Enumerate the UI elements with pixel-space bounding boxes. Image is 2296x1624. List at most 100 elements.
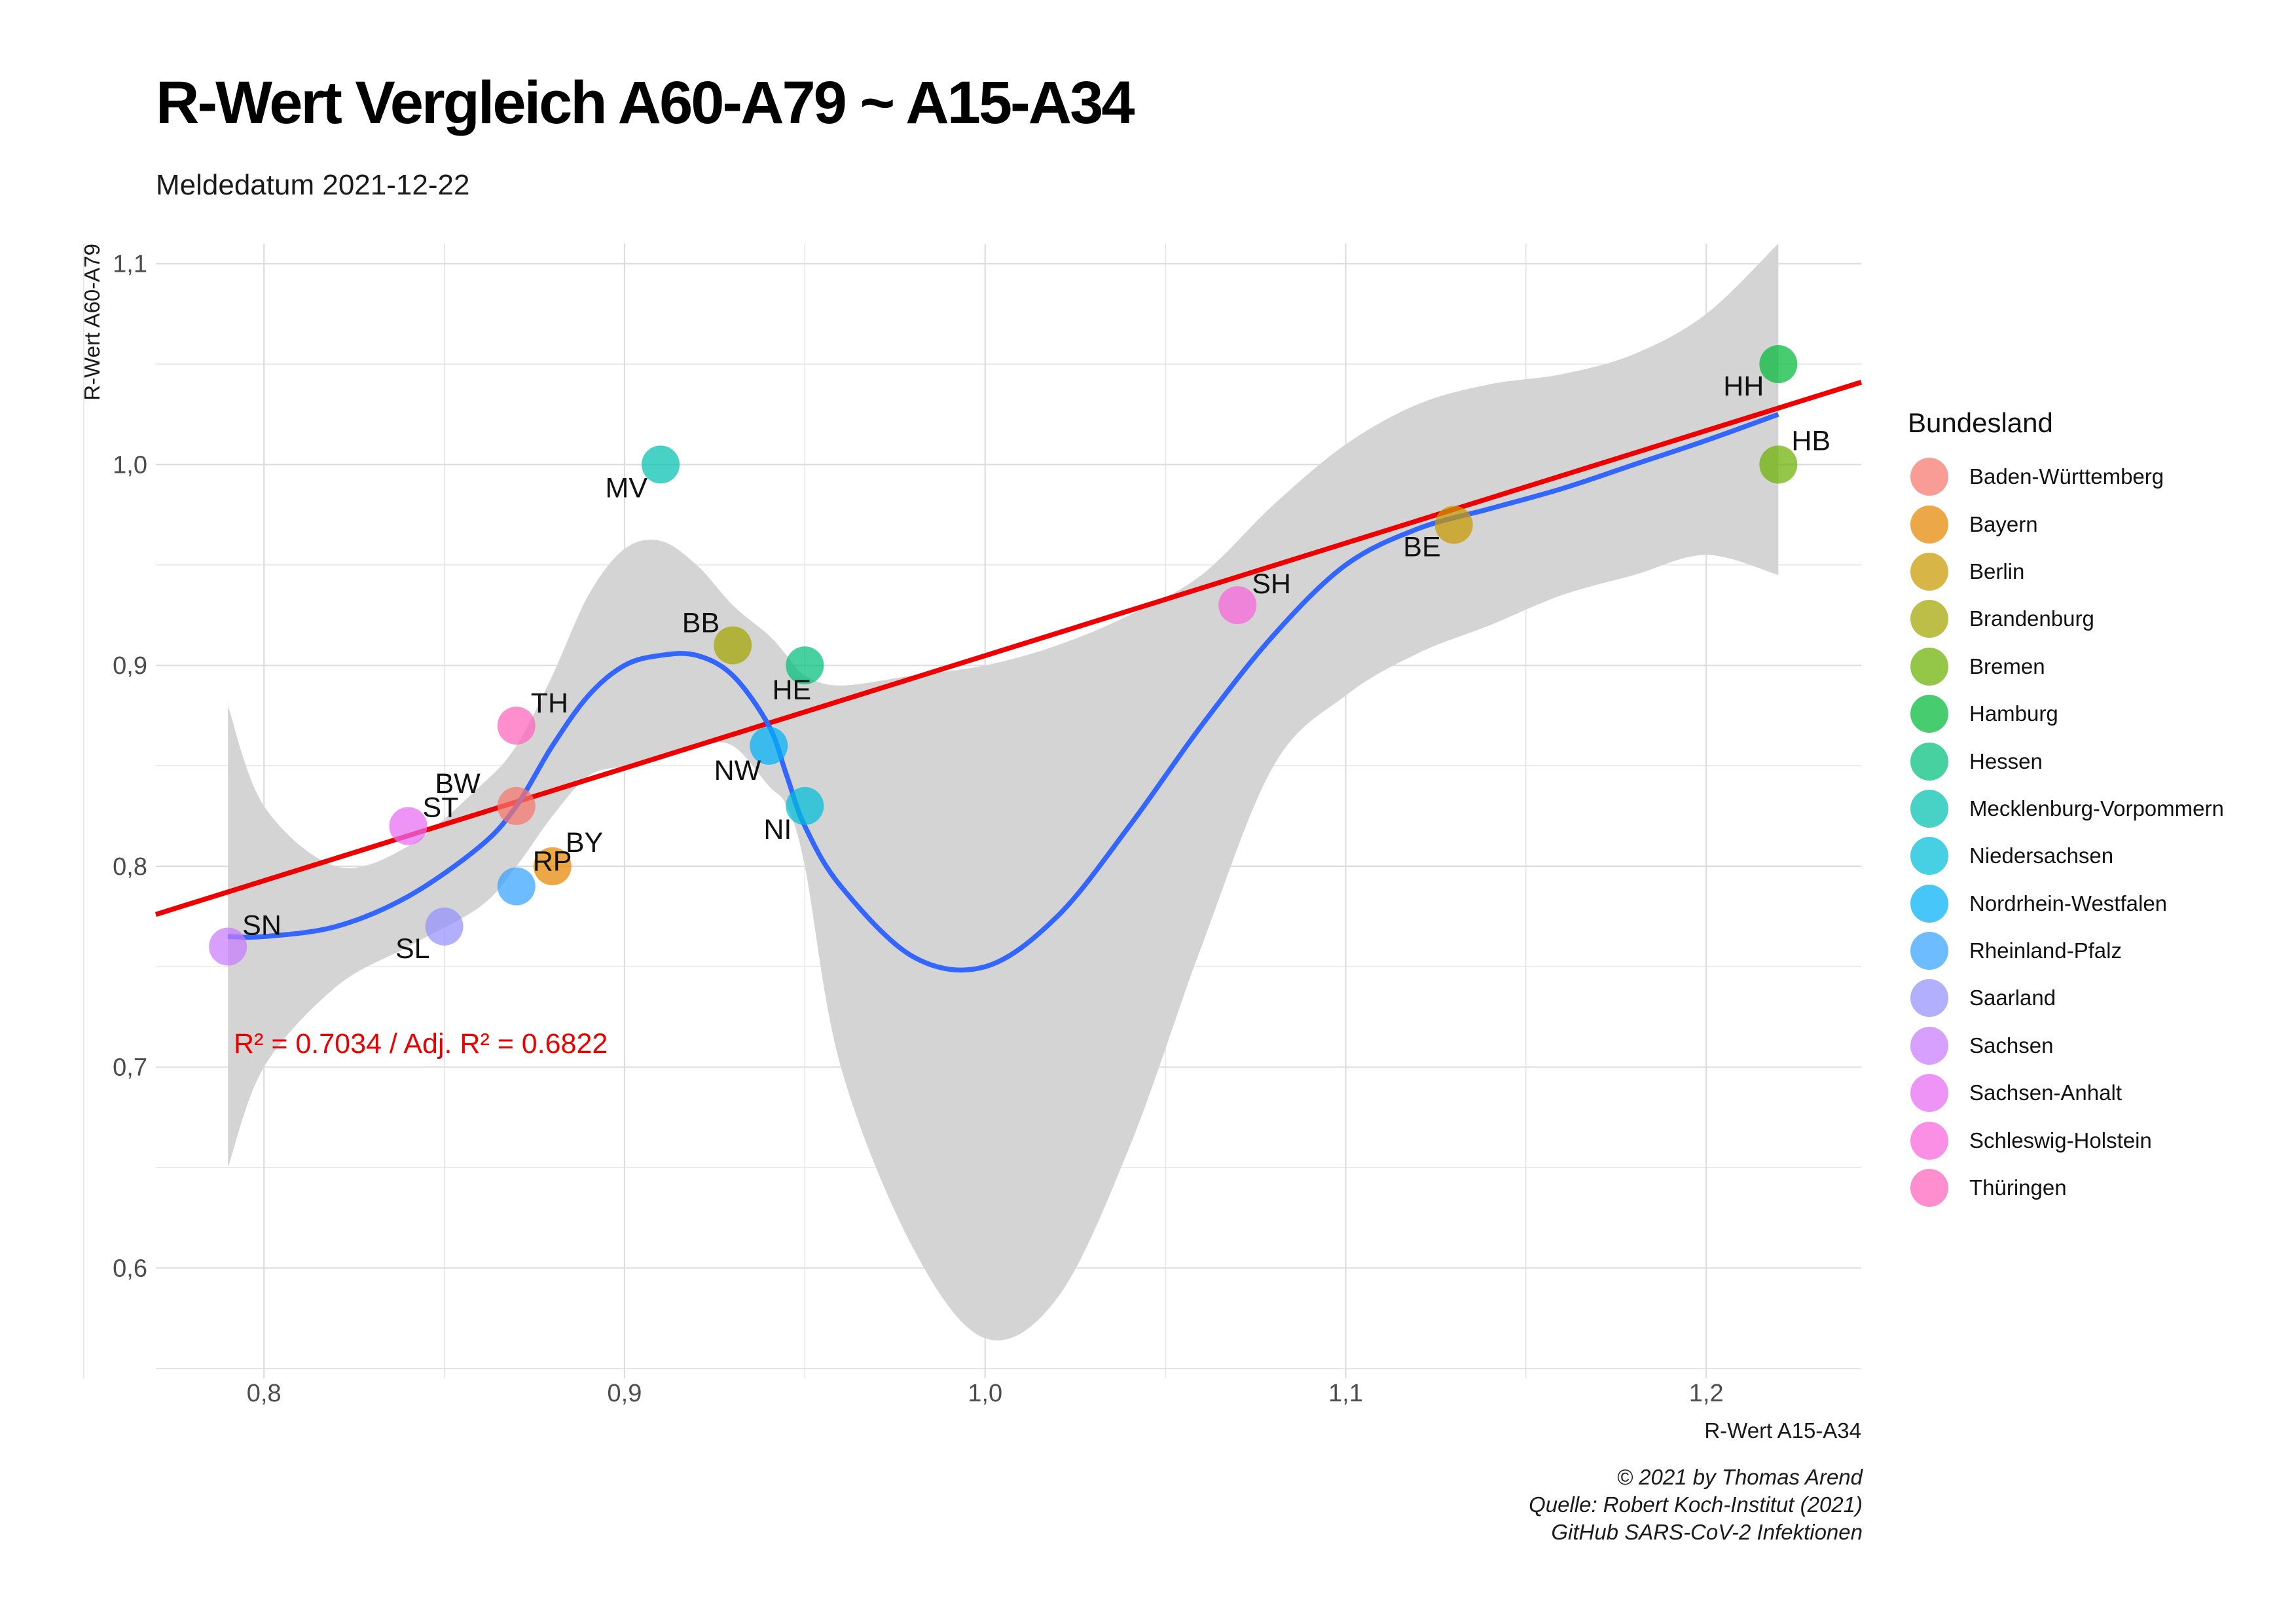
confidence-band: [228, 244, 1779, 1340]
y-axis-label: R-Wert A60-A79: [80, 244, 104, 401]
legend-label: Berlin: [1969, 559, 2025, 583]
x-tick-label: 0,9: [608, 1380, 642, 1407]
data-point-sn: [209, 927, 247, 966]
legend-label: Bayern: [1969, 511, 2038, 536]
legend-key-circle: [1910, 1074, 1948, 1113]
legend-key-circle: [1910, 837, 1948, 876]
r-squared-annotation: R² = 0.7034 / Adj. R² = 0.6822: [234, 1028, 608, 1060]
point-label-hb: HB: [1791, 425, 1831, 456]
legend-label: Bremen: [1969, 654, 2045, 678]
data-point-sl: [425, 907, 464, 946]
x-tick-label: 1,0: [968, 1380, 1002, 1407]
y-tick-label: 0,6: [113, 1255, 147, 1282]
legend-item: Bayern: [1908, 500, 2224, 547]
legend-key-circle: [1910, 979, 1948, 1018]
legend-key-circle: [1910, 647, 1948, 686]
x-tick-label: 1,2: [1689, 1380, 1724, 1407]
legend-key-circle: [1910, 1121, 1948, 1160]
caption-copyright: © 2021 by Thomas Arend: [1616, 1465, 1863, 1489]
legend-title: Bundesland: [1908, 407, 2053, 438]
legend-key-circle: [1910, 458, 1948, 496]
legend-label: Saarland: [1969, 986, 2056, 1010]
legend-label: Niedersachsen: [1969, 843, 2114, 868]
data-point-by: [533, 847, 572, 885]
point-label-be: BE: [1403, 531, 1440, 563]
point-label-he: HE: [772, 674, 811, 706]
point-label-by: BY: [566, 827, 603, 858]
legend-item: Mecklenburg-Vorpommern: [1908, 785, 2224, 832]
caption-source: Quelle: Robert Koch-Institut (2021): [1529, 1492, 1863, 1517]
legend-item: Brandenburg: [1908, 595, 2224, 642]
legend-key-circle: [1910, 1169, 1948, 1208]
legend-item: Sachsen: [1908, 1022, 2224, 1069]
data-point-bw: [497, 786, 536, 825]
data-point-ni: [786, 786, 824, 825]
legend-label: Brandenburg: [1969, 606, 2094, 631]
data-point-he: [786, 646, 824, 685]
legend-items: Baden-Württemberg Bayern Berlin Brandenburg…: [1908, 453, 2224, 1211]
data-point-be: [1434, 506, 1473, 544]
legend: Bundesland Baden-Württemberg Bayern Berlin…: [1908, 407, 2224, 1211]
legend-item: Hamburg: [1908, 690, 2224, 737]
point-label-rp: RP: [533, 846, 572, 877]
point-label-ni: NI: [763, 814, 792, 845]
legend-key-circle: [1910, 505, 1948, 544]
legend-item: Niedersachsen: [1908, 832, 2224, 879]
legend-key-circle: [1910, 1026, 1948, 1065]
point-label-st: ST: [423, 792, 459, 824]
legend-label: Mecklenburg-Vorpommern: [1969, 796, 2224, 821]
x-axis-ticks: 0,8 0,9 1,0 1,1 1,2: [247, 1380, 1724, 1407]
data-point-hh: [1759, 345, 1798, 384]
legend-item: Saarland: [1908, 974, 2224, 1022]
y-axis-ticks: 0,6 0,7 0,8 0,9 1,0 1,1: [113, 251, 147, 1283]
point-label-mv: MV: [606, 472, 648, 504]
x-axis-label: R-Wert A15-A34: [1704, 1418, 1861, 1443]
legend-label: Schleswig-Holstein: [1969, 1128, 2152, 1153]
legend-item: Nordrhein-Westfalen: [1908, 880, 2224, 927]
legend-key-circle: [1910, 695, 1948, 733]
legend-label: Hamburg: [1969, 701, 2058, 726]
point-label-hh: HH: [1723, 371, 1764, 402]
y-tick-label: 0,9: [113, 652, 147, 680]
point-label-sh: SH: [1252, 568, 1291, 600]
legend-key-circle: [1910, 600, 1948, 638]
y-tick-label: 0,7: [113, 1054, 147, 1082]
legend-key-circle: [1910, 932, 1948, 970]
legend-label: Sachsen: [1969, 1033, 2054, 1058]
x-tick-label: 1,1: [1328, 1380, 1363, 1407]
legend-label: Nordrhein-Westfalen: [1969, 891, 2168, 915]
data-point-sh: [1218, 586, 1257, 625]
legend-item: Rheinland-Pfalz: [1908, 927, 2224, 974]
x-tick-label: 0,8: [247, 1380, 282, 1407]
chart-title: R-Wert Vergleich A60-A79 ~ A15-A34: [156, 69, 1135, 136]
legend-key-circle: [1910, 789, 1948, 828]
point-label-sl: SL: [395, 933, 430, 965]
legend-item: Sachsen-Anhalt: [1908, 1069, 2224, 1116]
regression-line: [155, 380, 1863, 917]
point-label-sn: SN: [242, 910, 282, 942]
point-label-bb: BB: [682, 607, 720, 638]
legend-label: Thüringen: [1969, 1175, 2067, 1200]
legend-label: Hessen: [1969, 748, 2043, 773]
legend-item: Schleswig-Holstein: [1908, 1116, 2224, 1164]
legend-key-circle: [1910, 742, 1948, 781]
point-label-bw: BW: [435, 768, 481, 800]
y-tick-label: 0,8: [113, 853, 147, 881]
data-point-st: [389, 807, 428, 845]
legend-item: Thüringen: [1908, 1164, 2224, 1211]
point-label-nw: NW: [714, 755, 761, 786]
data-points: [209, 345, 1798, 966]
data-point-bb: [714, 626, 752, 665]
data-point-nw: [750, 726, 788, 765]
data-point-mv: [642, 445, 680, 484]
legend-label: Sachsen-Anhalt: [1969, 1080, 2122, 1105]
legend-item: Baden-Württemberg: [1908, 453, 2224, 500]
legend-key-circle: [1910, 552, 1948, 591]
caption-github: GitHub SARS-CoV-2 Infektionen: [1551, 1520, 1863, 1544]
y-tick-label: 1,1: [113, 251, 147, 278]
legend-item: Hessen: [1908, 737, 2224, 784]
point-label-th: TH: [531, 688, 568, 719]
legend-label: Rheinland-Pfalz: [1969, 938, 2122, 963]
